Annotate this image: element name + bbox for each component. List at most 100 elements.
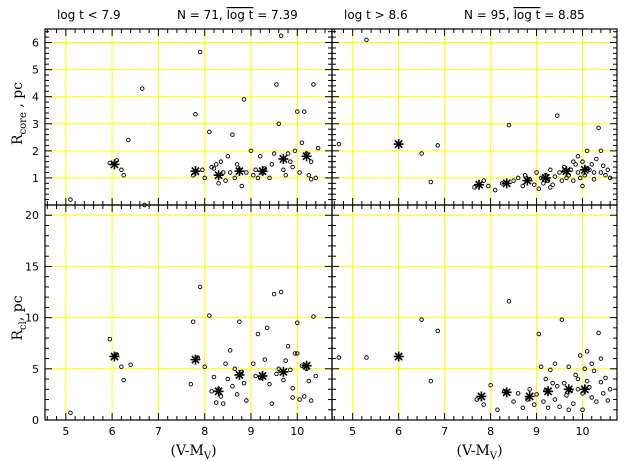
top-left-point-21 [225,154,231,159]
bottom-left-ytick-label-1: 5 [32,363,39,376]
top-left-point-54 [306,172,312,178]
top-left-point-25 [234,162,240,167]
bottom-right-point-2 [419,317,424,322]
bottom-left-mean-marker-1 [190,354,201,365]
bottom-right-xlabel: (V-MV) [457,443,503,461]
bottom-left-mean-stroke-3 [214,387,223,396]
bottom-right-point-51 [575,376,581,382]
bottom-right-xtick-label-2: 7 [441,425,448,438]
top-left-title-left: log t < 7.9 [57,8,121,22]
top-right-point-4 [435,143,440,148]
title-mean: log t [227,8,254,22]
bottom-left-point-26 [241,380,247,386]
ylabel-sub: cl [18,321,29,330]
bottom-right-point-24 [550,380,555,386]
top-right-point-8 [492,187,498,193]
top-left-point-12 [202,175,207,181]
bottom-right-point-8 [495,407,500,413]
top-right-point-53 [598,148,604,154]
grid-layer [45,29,617,421]
bottom-left-point-44 [290,386,295,391]
bottom-right-mean-stroke-3 [580,385,589,394]
top-left-point-6 [139,86,145,91]
bottom-left-point-24 [237,319,242,324]
bottom-right-point-6 [481,402,486,407]
bottom-right-mean-marker-2 [501,387,512,398]
bottom-right-point-27 [557,404,562,409]
bottom-right-point-31 [566,364,571,370]
marks-layer [68,33,613,416]
bottom-left-xtick-label-5: 10 [290,425,304,438]
bottom-left-mean-stroke-3 [302,361,311,370]
bottom-left-point-20 [227,348,233,353]
top-left-frame [44,28,333,206]
bottom-left-point-41 [283,358,288,363]
top-right-mean-marker-5 [561,166,572,177]
top-right-point-27 [557,170,562,175]
top-right-mean-marker-1 [474,179,485,190]
bottom-right-xtick-label-3: 8 [487,425,494,438]
bottom-left-point-53 [311,314,316,319]
top-left-point-0 [68,197,73,202]
bottom-left-point-19 [225,376,231,382]
title-prefix: N = 71, [177,8,227,22]
top-right-point-20 [541,181,546,186]
bottom-left-point-10 [202,364,207,370]
top-right-point-50 [580,183,585,189]
bottom-left-mean-stroke-3 [110,352,119,361]
top-left-point-28 [241,97,247,102]
top-right-point-56 [571,159,576,164]
top-left-mean-stroke-3 [191,166,200,176]
top-right-point-16 [532,182,537,187]
bottom-right-point-29 [561,380,567,386]
top-right-title-left: log t > 8.6 [344,8,408,22]
top-right-point-46 [600,163,606,168]
top-right-point-23 [548,167,553,173]
top-right-point-41 [589,162,594,167]
bottom-left-point-43 [288,367,293,373]
bottom-left-xtick-label-0: 5 [62,425,69,438]
bottom-right-point-38 [582,366,588,372]
bottom-left-point-13 [211,374,217,380]
bottom-left-point-28 [251,361,256,366]
bottom-left-point-4 [121,377,126,383]
top-right-mean-marker-6 [579,164,590,175]
bottom-right-point-28 [559,317,565,322]
bottom-left-point-14 [214,400,219,405]
top-left-point-41 [276,121,282,127]
top-left-ytick-label-1: 1 [32,172,39,185]
top-left-point-13 [207,129,212,135]
top-left-point-3 [119,167,124,173]
bottom-left-xlabel: (V-MV) [171,443,217,461]
top-left-mean-marker-6 [301,151,312,162]
top-left-mean-stroke-3 [235,166,244,176]
ylabel-rest: , pc [10,82,26,112]
title-suffix: = 8.85 [540,8,584,22]
bottom-right-point-11 [511,399,516,404]
top-left-mean-marker-4 [257,166,268,177]
bottom-left-mean-marker-4 [257,370,268,381]
bottom-left-point-33 [264,325,270,331]
top-right-point-17 [534,170,539,175]
bottom-right-point-16 [532,402,537,407]
top-right-point-6 [481,178,486,183]
top-left-point-34 [258,154,263,159]
ylabel-sub: core [18,112,29,134]
top-left-point-29 [244,170,249,175]
top-right-point-35 [575,170,581,175]
bottom-right-mean-marker-5 [563,384,574,395]
top-right-point-18 [536,186,542,192]
bottom-left-point-40 [281,377,286,383]
bottom-left-xtick-label-3: 8 [201,425,208,438]
frame-layer [44,28,618,421]
top-right-point-42 [591,177,597,182]
bottom-left-xtick-label-2: 7 [155,425,162,438]
bottom-left-point-23 [234,392,240,397]
bottom-right-point-57 [584,378,590,384]
bottom-left-point-52 [308,398,314,403]
top-right-point-0 [336,141,342,147]
bottom-left-point-45 [292,351,298,356]
top-right-mean-stroke-3 [580,165,589,174]
xlabel-main: (V-M [171,443,204,459]
